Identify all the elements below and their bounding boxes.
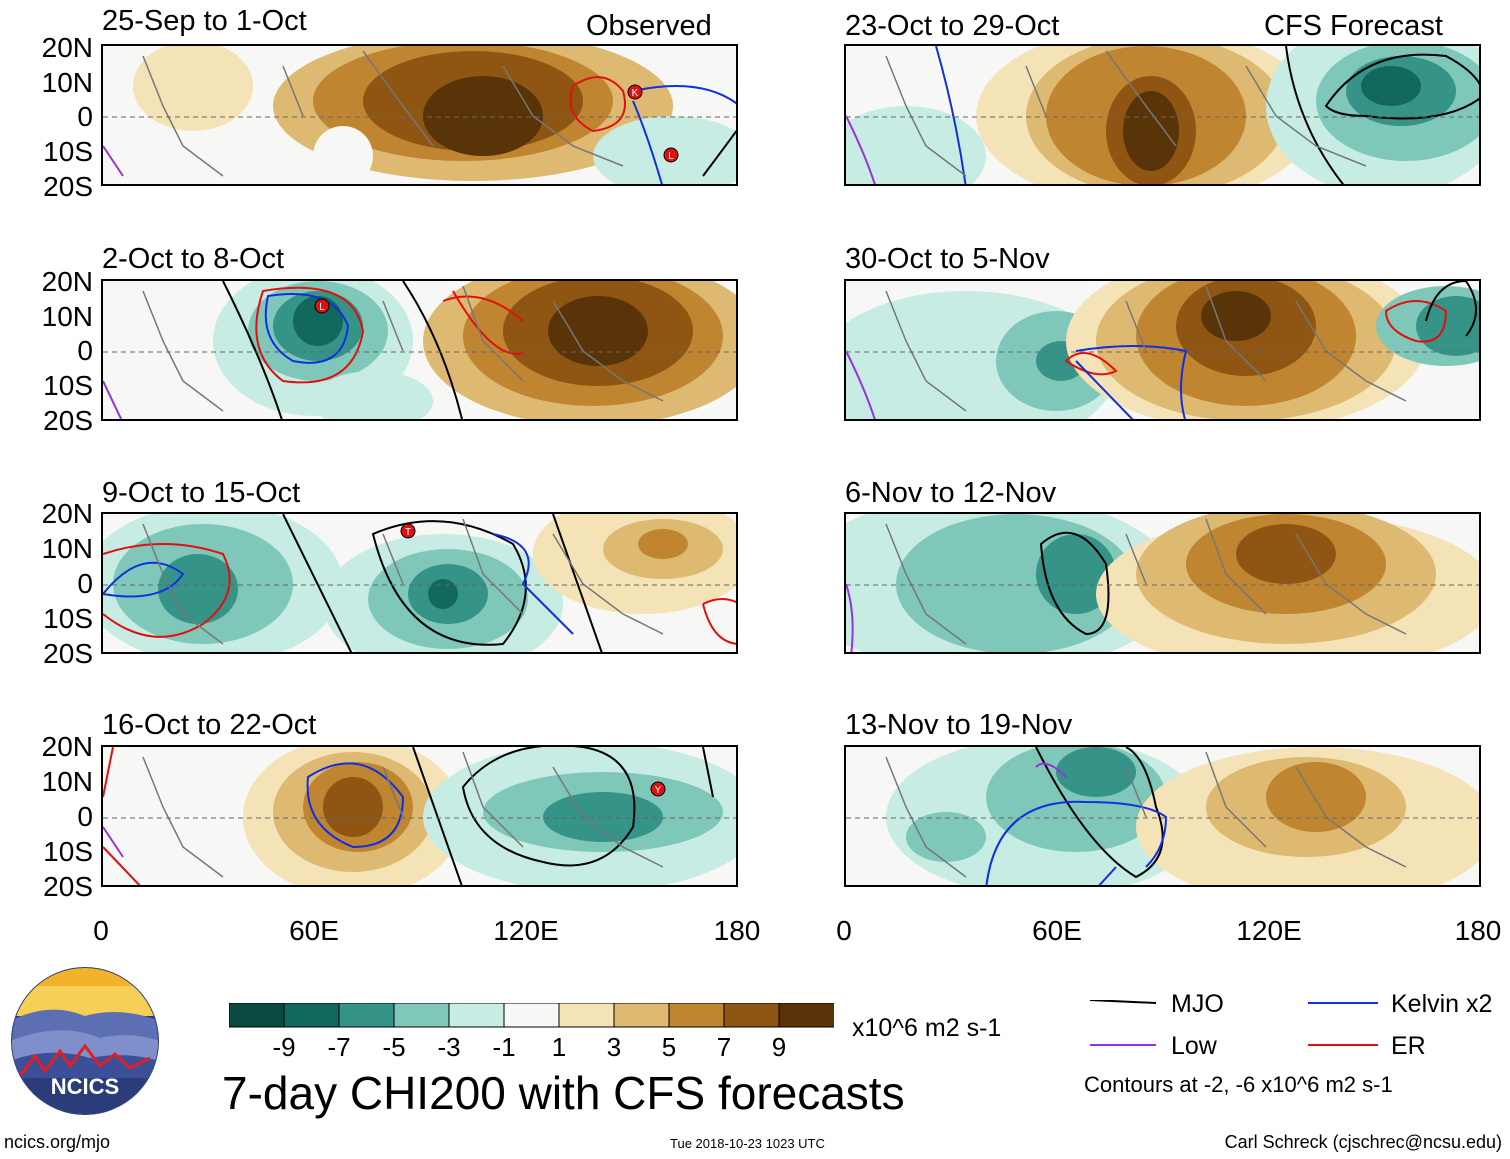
map-panel-observed-2: L xyxy=(101,279,738,421)
lon-label: 120E xyxy=(493,915,559,946)
colorbar-swatch xyxy=(723,1003,780,1028)
colorbar-swatch xyxy=(778,1003,834,1028)
lat-label: 20N xyxy=(41,498,93,529)
lat-label: 0 xyxy=(77,101,93,132)
lat-label: 20S xyxy=(43,638,93,669)
map-panel-observed-1: K L xyxy=(101,44,738,186)
panel-title-3: 9-Oct to 15-Oct xyxy=(102,477,301,509)
colorbar-tick: 1 xyxy=(551,1032,567,1062)
lon-label: 180 xyxy=(713,915,761,946)
colorbar-swatch xyxy=(613,1003,670,1028)
panel-title-7: 6-Nov to 12-Nov xyxy=(845,477,1057,509)
lat-label: 20S xyxy=(43,871,93,902)
storm-marker-t: T xyxy=(405,527,411,538)
storm-marker-l2: L xyxy=(319,302,325,313)
lat-label: 10S xyxy=(43,370,93,401)
legend-low: Low xyxy=(1171,1032,1217,1060)
lon-label: 0 xyxy=(836,915,852,946)
lat-label: 10N xyxy=(41,301,93,332)
storm-marker-k: K xyxy=(632,88,639,99)
storm-marker-l: L xyxy=(668,151,674,162)
colorbar-swatch xyxy=(503,1003,560,1028)
lat-label: 10S xyxy=(43,136,93,167)
legend-er: ER xyxy=(1391,1032,1426,1060)
lat-label: 20S xyxy=(43,405,93,436)
colorbar-units: x10^6 m2 s-1 xyxy=(852,1014,1002,1042)
colorbar-tick: 9 xyxy=(771,1032,787,1062)
colorbar-tick: 7 xyxy=(716,1032,732,1062)
colorbar-tick: -1 xyxy=(492,1032,516,1062)
contour-note: Contours at -2, -6 x10^6 m2 s-1 xyxy=(1084,1072,1393,1097)
lat-label: 0 xyxy=(77,801,93,832)
colorbar-tick: 3 xyxy=(606,1032,622,1062)
colorbar-tick: -5 xyxy=(382,1032,406,1062)
lon-label: 60E xyxy=(1032,915,1082,946)
lon-label: 120E xyxy=(1236,915,1302,946)
lat-label: 10N xyxy=(41,533,93,564)
colorbar-swatch xyxy=(558,1003,615,1028)
colorbar-swatch xyxy=(668,1003,725,1028)
colorbar-swatch xyxy=(229,1003,285,1028)
map-panel-forecast-3 xyxy=(844,512,1481,654)
legend-kelvin: Kelvin x2 xyxy=(1391,990,1493,1018)
lon-label: 0 xyxy=(93,915,109,946)
logo-text: NCICS xyxy=(51,1074,119,1099)
observed-label: Observed xyxy=(586,10,712,42)
lat-label: 20S xyxy=(43,171,93,202)
lat-label: 20N xyxy=(41,266,93,297)
panel-title-5: 23-Oct to 29-Oct xyxy=(845,10,1060,42)
map-panel-forecast-2 xyxy=(844,279,1481,421)
footer-author: Carl Schreck (cjschrec@ncsu.edu) xyxy=(1224,1132,1502,1152)
legend-line-mjo xyxy=(1089,1000,1157,1004)
lat-label: 10N xyxy=(41,67,93,98)
panel-title-2: 2-Oct to 8-Oct xyxy=(102,243,285,275)
colorbar-tick: -3 xyxy=(437,1032,461,1062)
panel-title-1: 25-Sep to 1-Oct xyxy=(102,5,307,37)
panel-title-4: 16-Oct to 22-Oct xyxy=(102,709,317,741)
lat-label: 10S xyxy=(43,603,93,634)
ncics-logo: NCICS xyxy=(10,966,160,1116)
lat-label: 10N xyxy=(41,766,93,797)
main-title: 7-day CHI200 with CFS forecasts xyxy=(222,1067,905,1119)
colorbar-tick: -9 xyxy=(272,1032,296,1062)
footer-url[interactable]: ncics.org/mjo xyxy=(4,1132,111,1152)
lat-label: 0 xyxy=(77,568,93,599)
lon-label: 180 xyxy=(1454,915,1502,946)
footer-timestamp: Tue 2018-10-23 1023 UTC xyxy=(670,1136,825,1151)
colorbar-tick: 5 xyxy=(661,1032,677,1062)
colorbar-swatch xyxy=(338,1003,395,1028)
legend-mjo: MJO xyxy=(1171,990,1224,1018)
lat-label: 10S xyxy=(43,836,93,867)
map-panel-forecast-1 xyxy=(844,44,1481,186)
lat-label: 0 xyxy=(77,335,93,366)
lon-label: 60E xyxy=(289,915,339,946)
panel-title-6: 30-Oct to 5-Nov xyxy=(845,243,1050,275)
colorbar-swatch xyxy=(283,1003,340,1028)
panel-title-8: 13-Nov to 19-Nov xyxy=(845,709,1073,741)
colorbar-swatch xyxy=(393,1003,450,1028)
colorbar-swatches xyxy=(229,1003,834,1028)
colorbar-tick: -7 xyxy=(327,1032,351,1062)
map-panel-forecast-4 xyxy=(844,745,1481,887)
lat-label: 20N xyxy=(41,731,93,762)
colorbar-swatch xyxy=(448,1003,505,1028)
forecast-label: CFS Forecast xyxy=(1264,10,1443,42)
storm-marker-y: Y xyxy=(655,785,662,796)
map-panel-observed-4: Y xyxy=(101,745,738,887)
map-panel-observed-3: T xyxy=(101,512,738,654)
lat-label: 20N xyxy=(41,32,93,63)
